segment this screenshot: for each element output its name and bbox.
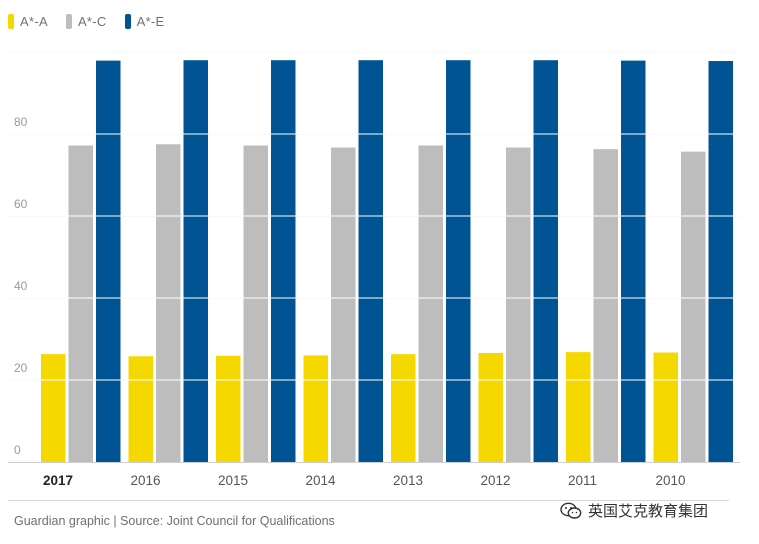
bar-2010-astar-e [708,61,733,463]
wechat-icon [560,502,582,519]
bar-2017-astar-a [41,354,66,462]
legend-item-a-star-e: A*-E [124,13,165,29]
bar-2015-astar-c [243,145,268,463]
bar-2014-astar-e [358,60,383,462]
bar-2015-astar-a [216,355,241,462]
bar-2016-astar-a [128,356,153,462]
bar-chart: 2017 2016 2015 2014 2013 2012 2011 2010 0 20 40 60 8… [8,51,740,488]
legend-label: A*-E [136,13,165,29]
bar-2010-astar-a [653,352,678,462]
y-tick-label: 0 [14,443,21,457]
bar-2013-astar-e [446,60,471,462]
x-tick-label: 2017 [43,473,73,488]
y-tick-label: 80 [14,115,28,129]
legend-swatch-yellow [8,13,14,29]
bar-2017-astar-e [96,60,121,463]
x-tick-label: 2016 [131,473,161,488]
bar-2012-astar-a [478,352,503,462]
legend-swatch-blue [124,13,131,29]
watermark: 英国艾克教育集团 [560,500,708,521]
x-tick-label: 2014 [306,473,337,488]
y-tick-label: 20 [14,361,28,375]
chart-legend: A*-A A*-C A*-E [8,11,165,31]
footer-divider [8,500,729,501]
bar-2015-astar-e [271,60,296,462]
bar-2014-astar-a [303,355,328,462]
source-caption: Guardian graphic | Source: Joint Council… [14,514,335,528]
legend-label: A*-C [77,13,107,29]
bar-2014-astar-c [331,147,356,462]
legend-item-a-star-a: A*-A [8,13,48,29]
x-tick-label: 2013 [393,473,423,488]
watermark-text: 英国艾克教育集团 [588,502,709,520]
legend-swatch-grey [65,13,72,29]
x-tick-label: 2012 [481,473,511,488]
bar-2010-astar-c [681,151,706,462]
x-tick-label: 2011 [568,473,597,488]
bar-2016-astar-e [183,60,208,462]
bar-2011-astar-a [566,352,591,462]
x-tick-label: 2015 [218,473,248,488]
bar-2013-astar-c [418,145,443,463]
bar-2012-astar-e [533,60,558,462]
y-tick-label: 60 [14,197,28,211]
bar-2013-astar-a [391,354,416,462]
bar-2016-astar-c [156,144,181,462]
y-tick-label: 40 [14,279,28,293]
x-tick-label: 2010 [656,473,686,488]
bar-2011-astar-c [593,149,618,463]
bar-2012-astar-c [506,147,531,462]
legend-label: A*-A [20,13,48,29]
bar-2017-astar-c [68,145,93,463]
bar-2011-astar-e [621,60,646,463]
legend-item-a-star-c: A*-C [65,13,107,29]
